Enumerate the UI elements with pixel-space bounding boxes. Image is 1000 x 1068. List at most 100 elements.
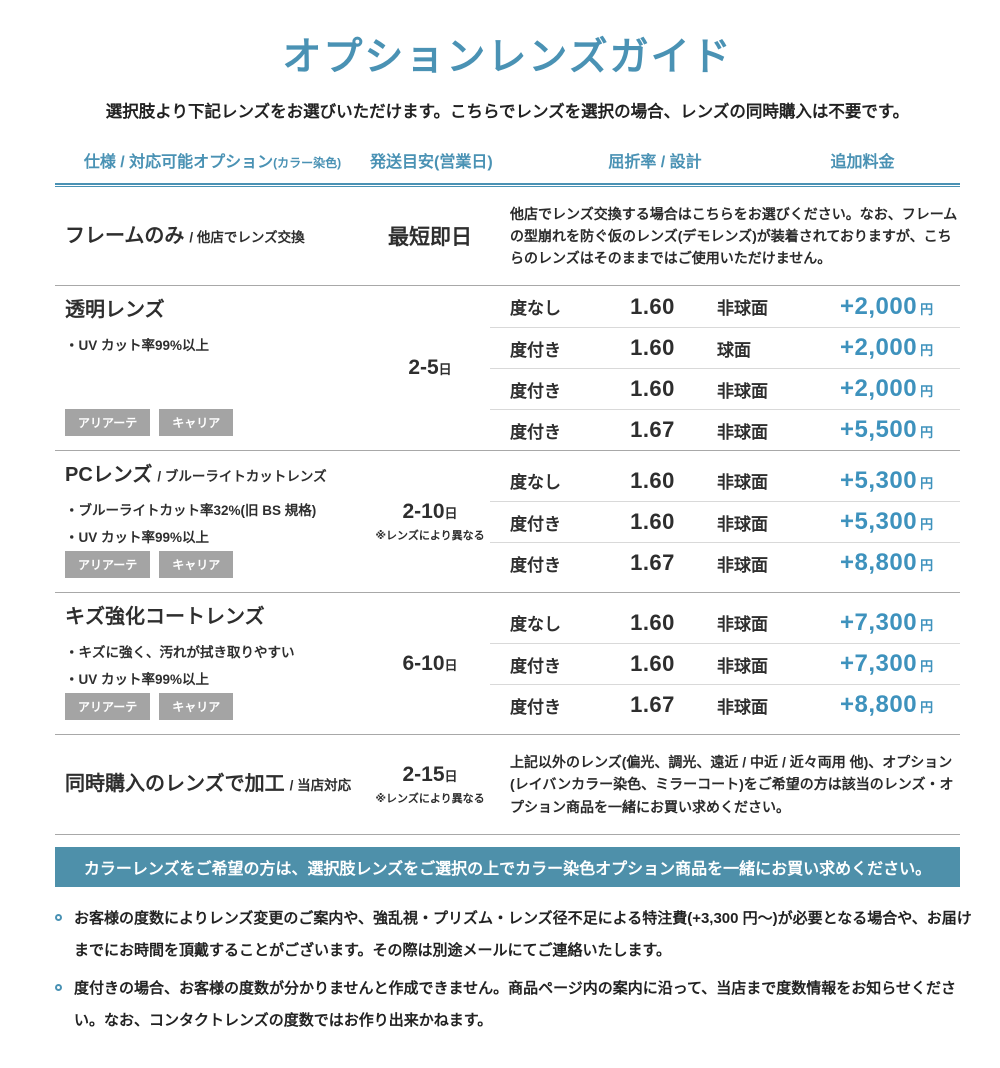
lens-name: 透明レンズ <box>65 299 165 322</box>
tag-list: アリアーテ キャリア <box>65 693 370 724</box>
tag-badge: アリアーテ <box>65 409 151 437</box>
lens-title: 同時購入のレンズで加工 / 当店対応 <box>65 772 370 796</box>
footnotes: お客様の度数によりレンズ変更のご案内や、強乱視・プリズム・レンズ径不足による特注… <box>55 903 985 1038</box>
color-lens-banner-text: カラーレンズをご希望の方は、選択肢レンズをご選択の上でカラー染色オプション商品を… <box>83 860 932 878</box>
shipping-time: 2-5日 <box>408 356 451 380</box>
lens-feature: ・UV カット率99%以上 <box>65 672 210 688</box>
lens-table-body: フレームのみ / 他店でレンズ交換 最短即日 他店でレンズ交換する場合はこちらをお選び… <box>55 187 960 835</box>
header-spec-label: 仕様 / 対応可能オプション <box>83 154 274 171</box>
lens-option-row: 度付き 1.60 球面 +2,000 円 <box>490 327 960 368</box>
price-cell: +2,000 円 <box>840 375 960 403</box>
lens-option-row: 度なし 1.60 非球面 +7,300 円 <box>490 602 960 643</box>
power-type: 度付き <box>510 555 561 575</box>
shipping-note: ※レンズにより異なる <box>375 792 485 805</box>
shipping-time: 6-10日 <box>402 652 457 676</box>
lens-title: フレームのみ / 他店でレンズ交換 <box>65 224 370 248</box>
footnote-item: 度付きの場合、お客様の度数が分かりませんと作成できません。商品ページ内の案内に沿… <box>55 973 985 1038</box>
refractive-index: 1.60 <box>630 335 675 361</box>
lens-name: PCレンズ <box>65 464 153 487</box>
price-cell: +7,300 円 <box>840 609 960 637</box>
price-cell: +5,300 円 <box>840 508 960 536</box>
lens-title: PCレンズ / ブルーライトカットレンズ <box>65 463 370 487</box>
refractive-index: 1.60 <box>630 509 675 535</box>
price-cell: +5,300 円 <box>840 467 960 495</box>
lens-design: 非球面 <box>717 514 768 534</box>
row-description: 他店でレンズ交換する場合はこちらをお選びください。なお、フレームの型崩れを防ぐ仮… <box>510 206 958 267</box>
yen-unit: 円 <box>920 517 934 533</box>
refractive-index: 1.60 <box>630 609 675 635</box>
lens-option-row: 度付き 1.67 非球面 +5,500 円 <box>490 409 960 450</box>
power-type: 度付き <box>510 340 561 360</box>
refractive-index: 1.60 <box>630 467 675 493</box>
lens-design: 球面 <box>717 340 751 360</box>
lens-design: 非球面 <box>717 381 768 401</box>
lens-row: 透明レンズ ・UV カット率99%以上 アリアーテ キャリア 2-5日 度なし 1.60 非球… <box>55 286 960 452</box>
price-cell: +5,500 円 <box>840 416 960 444</box>
shipping-day-unit: 日 <box>444 506 458 522</box>
tag-badge: キャリア <box>159 409 234 437</box>
tag-badge: アリアーテ <box>65 551 151 579</box>
refractive-index: 1.67 <box>630 692 675 718</box>
lens-row: PCレンズ / ブルーライトカットレンズ・ブルーライトカット率32%(旧 BS 規… <box>55 451 960 594</box>
shipping-cell: 6-10日 <box>370 593 490 734</box>
footnote-item: お客様の度数によりレンズ変更のご案内や、強乱視・プリズム・レンズ径不足による特注… <box>55 903 985 968</box>
page-subtitle: 選択肢より下記レンズをお選びいただけます。こちらでレンズを選択の場合、レンズの同… <box>105 103 910 121</box>
shipping-cell: 2-15日 ※レンズにより異なる <box>370 763 490 806</box>
price-cell: +7,300 円 <box>840 650 960 678</box>
yen-unit: 円 <box>920 617 934 633</box>
lens-option-row: 度なし 1.60 非球面 +2,000 円 <box>490 286 960 327</box>
power-type: 度付き <box>510 697 561 717</box>
lens-feature-list: ・UV カット率99%以上 <box>65 332 370 359</box>
power-type: 度付き <box>510 381 561 401</box>
lens-name-sub: / 他店でレンズ交換 <box>189 230 305 246</box>
price-amount: +7,300 <box>840 650 918 678</box>
lens-row: 同時購入のレンズで加工 / 当店対応 2-15日 ※レンズにより異なる 上記以外のレンズ… <box>55 735 960 835</box>
lens-design: 非球面 <box>717 697 768 717</box>
lens-feature: ・ブルーライトカット率32%(旧 BS 規格) <box>65 503 317 519</box>
lens-name-cell: キズ強化コートレンズ ・キズに強く、汚れが拭き取りやすい ・UV カット率99%以上… <box>55 593 370 734</box>
shipping-cell: 最短即日 <box>370 221 490 251</box>
table-header-row: 仕様 / 対応可能オプション(カラー染色) 発送目安(営業日) 屈折率 / 設計… <box>55 148 960 172</box>
lens-name: 同時購入のレンズで加工 <box>65 773 285 796</box>
page-title: オプションレンズガイド <box>282 36 733 79</box>
lens-design: 非球面 <box>717 656 768 676</box>
lens-option-row: 度付き 1.60 非球面 +7,300 円 <box>490 643 960 684</box>
power-type: 度付き <box>510 656 561 676</box>
yen-unit: 円 <box>920 343 934 359</box>
lens-detail-cell: 度なし 1.60 非球面 +7,300 円度付き 1.60 非球面 +7,300 円度付き 1.6… <box>490 593 960 734</box>
price-amount: +5,300 <box>840 466 918 494</box>
lens-design: 非球面 <box>717 473 768 493</box>
lens-feature-list: ・ブルーライトカット率32%(旧 BS 規格) ・UV カット率99%以上 <box>65 497 370 551</box>
price-cell: +8,800 円 <box>840 549 960 577</box>
tag-badge: アリアーテ <box>65 693 151 721</box>
power-type: 度なし <box>510 473 561 493</box>
lens-detail-cell: 上記以外のレンズ(偏光、調光、遠近 / 中近 / 近々両用 他)、オプション(レ… <box>490 741 960 827</box>
tag-list: アリアーテ キャリア <box>65 409 370 440</box>
yen-unit: 円 <box>920 700 934 716</box>
lens-option-row: 度付き 1.60 非球面 +5,300 円 <box>490 501 960 542</box>
footnote-text: お客様の度数によりレンズ変更のご案内や、強乱視・プリズム・レンズ径不足による特注… <box>74 909 972 959</box>
price-cell: +2,000 円 <box>840 293 960 321</box>
yen-unit: 円 <box>920 425 934 441</box>
yen-unit: 円 <box>920 475 934 491</box>
lens-name-sub: / ブルーライトカットレンズ <box>157 469 327 485</box>
lens-design: 非球面 <box>717 555 768 575</box>
shipping-days: 2-15 <box>402 762 445 786</box>
shipping-days: 2-10 <box>402 500 445 524</box>
lens-detail-cell: 度なし 1.60 非球面 +2,000 円度付き 1.60 球面 +2,000 円度付き 1.60… <box>490 286 960 450</box>
refractive-index: 1.60 <box>630 376 675 402</box>
lens-row: フレームのみ / 他店でレンズ交換 最短即日 他店でレンズ交換する場合はこちらをお選び… <box>55 187 960 287</box>
header-spec-small-label: (カラー染色) <box>273 156 342 170</box>
lens-option-row: 度なし 1.60 非球面 +5,300 円 <box>490 460 960 501</box>
lens-detail-cell: 他店でレンズ交換する場合はこちらをお選びください。なお、フレームの型崩れを防ぐ仮… <box>490 193 960 279</box>
header-shipping: 発送目安(営業日) <box>370 154 493 171</box>
lens-name: フレームのみ <box>65 225 185 248</box>
price-amount: +2,000 <box>840 334 918 362</box>
header-double-rule <box>55 183 960 187</box>
lens-design: 非球面 <box>717 615 768 635</box>
price-amount: +8,800 <box>840 549 918 577</box>
lens-option-row: 度付き 1.67 非球面 +8,800 円 <box>490 542 960 583</box>
shipping-time: 2-15日 <box>402 763 457 787</box>
color-lens-banner: カラーレンズをご希望の方は、選択肢レンズをご選択の上でカラー染色オプション商品を… <box>55 846 960 887</box>
